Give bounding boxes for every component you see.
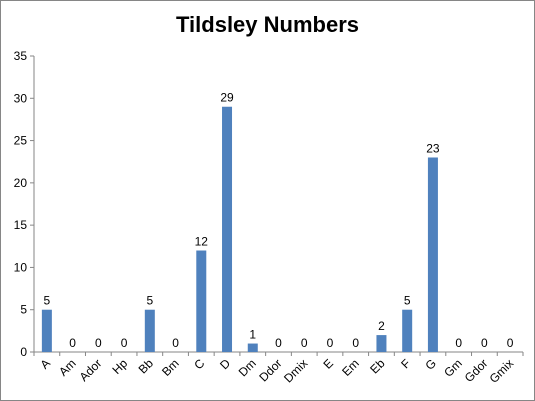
y-tick-label: 35: [14, 49, 28, 63]
x-tick-label: Bm: [159, 356, 182, 379]
bar: [427, 157, 438, 352]
chart-title: Tildsley Numbers: [176, 12, 359, 37]
data-label: 0: [69, 336, 76, 350]
x-tick-label: Eb: [367, 356, 388, 377]
y-tick-label: 15: [14, 218, 28, 232]
data-label: 5: [146, 294, 153, 308]
x-tick-label: Hp: [109, 356, 130, 377]
y-tick-label: 20: [14, 176, 28, 190]
x-tick-label: E: [321, 356, 337, 372]
x-tick-label: Dm: [236, 356, 259, 379]
x-tick-label: Ddor: [256, 356, 284, 384]
x-tick-label: Gm: [441, 356, 465, 380]
x-tick-label: D: [217, 356, 233, 372]
data-label: 1: [249, 328, 256, 342]
data-label: 0: [507, 336, 514, 350]
y-tick-label: 5: [20, 303, 27, 317]
x-tick-label: Gdor: [462, 356, 491, 385]
y-tick-label: 10: [14, 260, 28, 274]
data-label: 5: [44, 294, 51, 308]
data-label: 12: [195, 235, 209, 249]
bar: [376, 335, 387, 352]
data-label: 23: [426, 141, 440, 155]
x-tick-label: Ador: [77, 356, 105, 384]
x-tick-label: G: [423, 356, 440, 373]
bar: [222, 106, 233, 352]
data-label: 0: [301, 336, 308, 350]
bar: [144, 309, 155, 352]
data-label: 0: [352, 336, 359, 350]
x-tick-label: F: [398, 356, 413, 371]
data-label: 0: [455, 336, 462, 350]
x-tick-label: Em: [339, 356, 362, 379]
y-tick-label: 30: [14, 91, 28, 105]
bars: [41, 106, 438, 352]
data-label: 5: [404, 294, 411, 308]
data-label: 2: [378, 319, 385, 333]
data-label: 0: [481, 336, 488, 350]
x-tick-label: Am: [56, 356, 79, 379]
x-tick-label: Bb: [136, 356, 157, 377]
data-labels: 5 0 0 0 5 0 12 29 1 0 0 0 0 2 5 23 0 0 0: [44, 91, 514, 350]
x-tick-label: A: [37, 356, 53, 372]
data-label: 0: [121, 336, 128, 350]
x-tick-label: C: [191, 356, 207, 372]
y-tick-label: 0: [20, 345, 27, 359]
data-label: 0: [327, 336, 334, 350]
x-tick-label: Dmix: [281, 356, 310, 385]
bar: [41, 309, 52, 352]
bar: [247, 343, 258, 352]
data-label: 0: [275, 336, 282, 350]
data-label: 0: [95, 336, 102, 350]
data-label: 0: [172, 336, 179, 350]
x-tick-label: Gmix: [487, 356, 517, 386]
bar: [196, 250, 207, 352]
bar: [402, 309, 413, 352]
y-tick-label: 25: [14, 134, 28, 148]
y-axis-ticks: 0 5 10 15 20 25 30 35: [14, 49, 34, 359]
data-label: 29: [220, 91, 234, 105]
